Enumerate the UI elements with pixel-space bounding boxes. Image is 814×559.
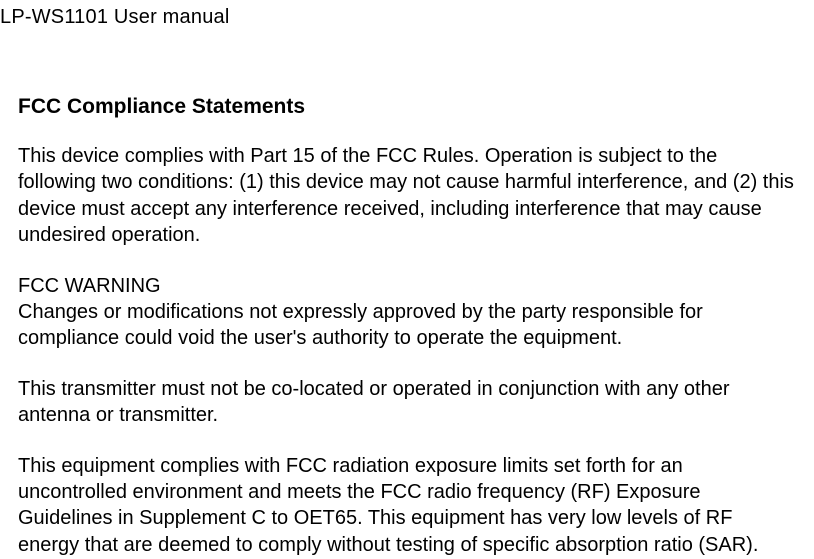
warning-header: FCC WARNING [18,273,796,299]
paragraph-compliance: This device complies with Part 15 of the… [18,143,796,249]
warning-body: Changes or modifications not expressly a… [18,299,796,352]
document-body: FCC Compliance Statements This device co… [0,29,814,558]
warning-block: FCC WARNING Changes or modifications not… [18,273,796,352]
paragraph-transmitter: This transmitter must not be co-located … [18,376,796,429]
paragraph-sar: This equipment complies with FCC radiati… [18,453,796,559]
section-title: FCC Compliance Statements [18,95,796,119]
page-header: LP-WS1101 User manual [0,0,814,29]
